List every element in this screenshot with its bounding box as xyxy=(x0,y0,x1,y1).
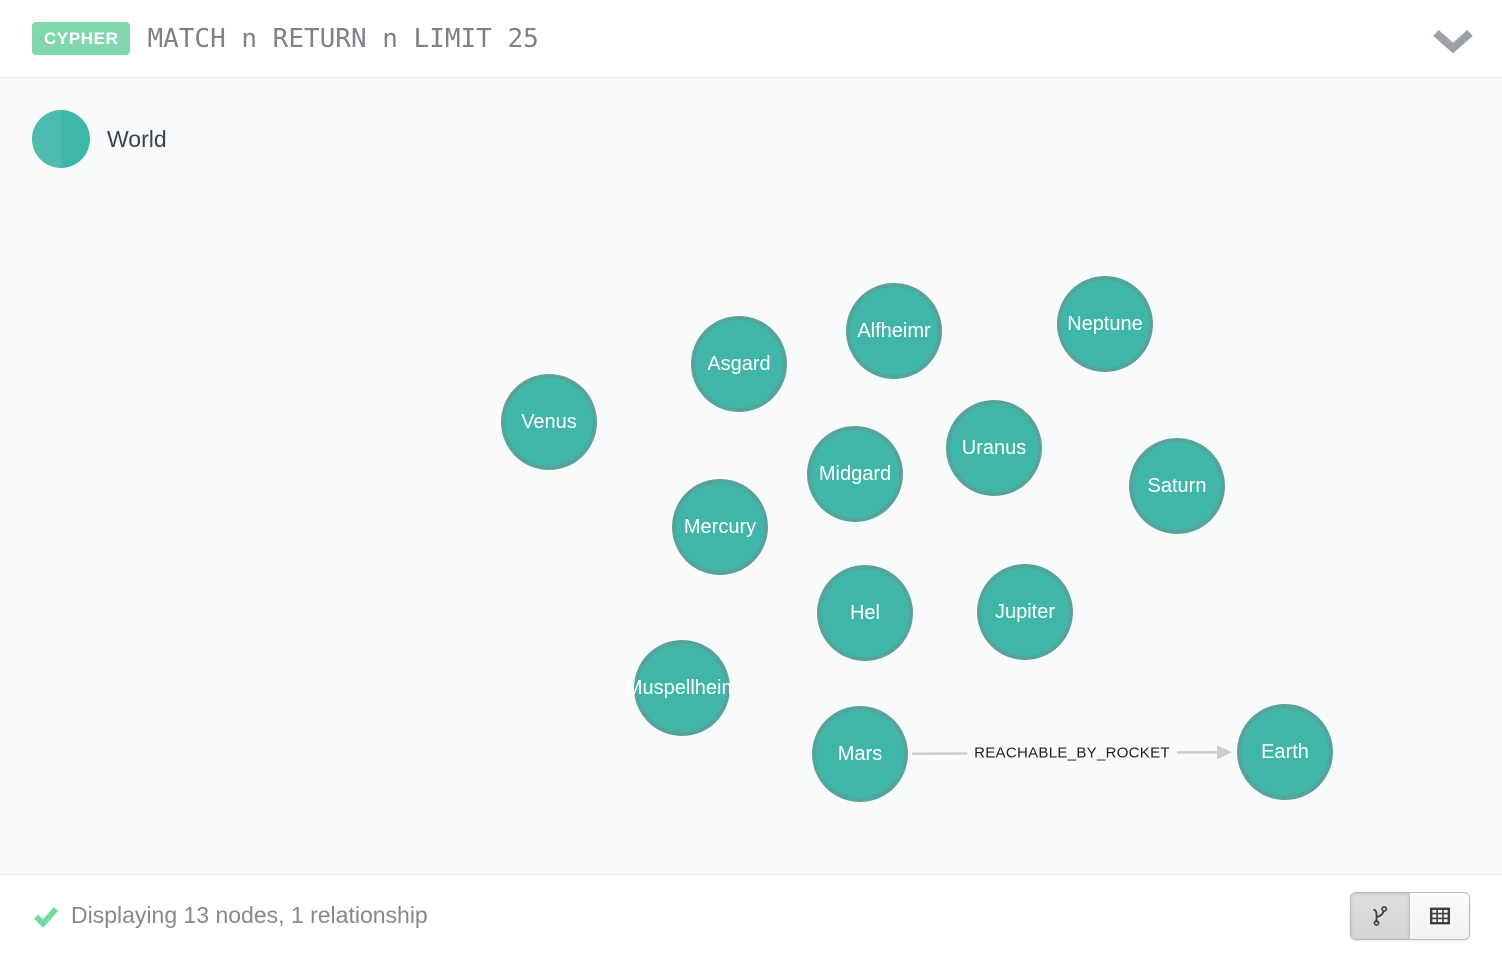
node-label: Jupiter xyxy=(994,600,1056,623)
relationship-label[interactable]: REACHABLE_BY_ROCKET xyxy=(967,744,1177,762)
graph-node[interactable]: Neptune xyxy=(1057,276,1153,372)
node-label: Saturn xyxy=(1147,474,1207,497)
legend: World xyxy=(32,110,167,168)
legend-label: World xyxy=(107,125,167,152)
graph-fork-icon xyxy=(1373,906,1388,926)
graph-node[interactable]: Mercury xyxy=(672,479,768,575)
status-bar: Displaying 13 nodes, 1 relationship xyxy=(0,874,1502,956)
node-label: Alfheimr xyxy=(857,319,931,342)
check-icon xyxy=(34,906,59,928)
chevron-down-icon[interactable] xyxy=(1432,29,1474,53)
node-label: Midgard xyxy=(818,462,892,485)
node-label: Mars xyxy=(837,742,883,765)
view-toggle xyxy=(1350,892,1470,940)
graph-node[interactable]: Asgard xyxy=(691,316,787,412)
query-text[interactable]: MATCH n RETURN n LIMIT 25 xyxy=(147,23,539,54)
cypher-badge: CYPHER xyxy=(32,22,131,55)
node-label: Uranus xyxy=(961,436,1027,459)
node-color-token-icon[interactable] xyxy=(32,110,90,168)
graph-node[interactable]: Midgard xyxy=(807,426,903,522)
graph-view-button[interactable] xyxy=(1351,893,1410,939)
node-label: Muspellheim xyxy=(625,676,739,699)
graph-node[interactable]: Muspellheim xyxy=(626,640,738,736)
graph-node[interactable]: Venus xyxy=(501,374,597,470)
status-message: Displaying 13 nodes, 1 relationship xyxy=(71,902,428,928)
graph-node[interactable]: Mars xyxy=(812,706,908,802)
graph-node[interactable]: Saturn xyxy=(1129,438,1225,534)
node-label: Earth xyxy=(1261,740,1309,763)
graph-node[interactable]: Alfheimr xyxy=(846,283,942,379)
graph-node[interactable]: Hel xyxy=(817,565,913,661)
graph-node[interactable]: Earth xyxy=(1237,704,1333,800)
node-label: Venus xyxy=(521,410,577,433)
graph-node[interactable]: Uranus xyxy=(946,400,1042,496)
node-label: Hel xyxy=(849,601,880,624)
table-icon xyxy=(1429,907,1450,925)
graph-node[interactable]: Jupiter xyxy=(977,564,1073,660)
graph-canvas[interactable]: World REACHABLE_BY_ROCKET Venus Asgard Alfh… xyxy=(0,78,1502,874)
node-label: Neptune xyxy=(1067,312,1143,335)
node-label: Mercury xyxy=(683,515,757,538)
table-view-button[interactable] xyxy=(1410,893,1469,939)
query-bar: CYPHER MATCH n RETURN n LIMIT 25 xyxy=(0,0,1502,78)
node-label: Asgard xyxy=(707,352,771,375)
